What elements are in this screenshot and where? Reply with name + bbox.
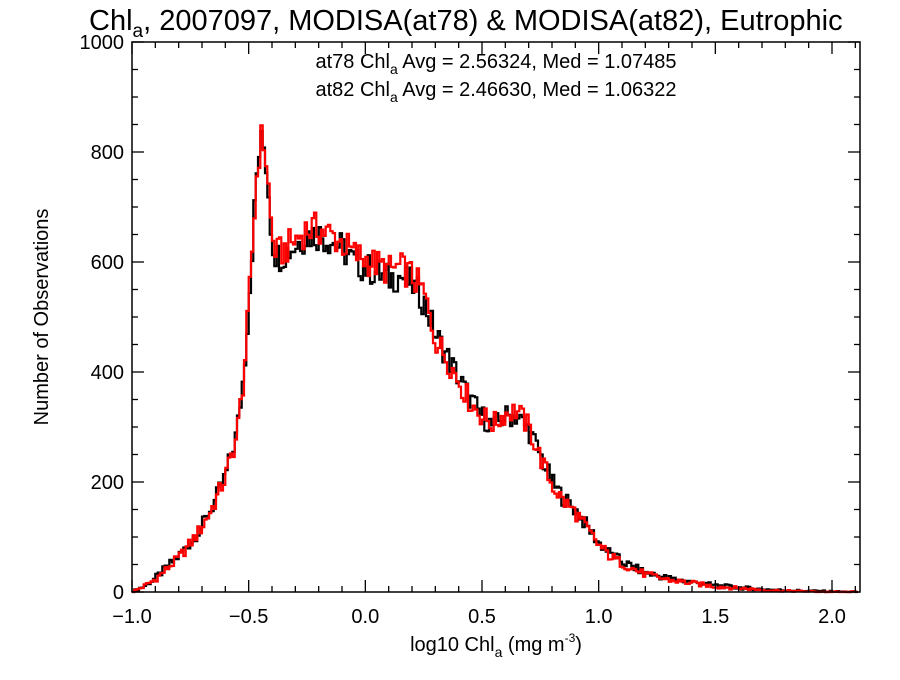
chart-title-sub: a	[133, 21, 144, 42]
x-tick-label: 1.0	[585, 606, 613, 628]
x-axis-label-sup: -3	[565, 631, 576, 645]
x-axis-label-close: )	[575, 634, 582, 656]
x-tick-label: 0.0	[351, 606, 379, 628]
x-axis-label-sub: a	[495, 644, 503, 660]
y-tick-label: 800	[91, 142, 124, 164]
stats-legend-at82-b: Avg = 2.46630, Med = 1.06322	[398, 79, 677, 101]
x-tick-label: 0.5	[468, 606, 496, 628]
x-tick-label: −1.0	[112, 606, 151, 628]
y-tick-label: 1000	[80, 32, 125, 54]
x-axis-label-unit: (mg m	[502, 634, 564, 656]
x-tick-label: −0.5	[229, 606, 268, 628]
stats-legend-at78-sub: a	[390, 61, 398, 77]
series-at82-line	[132, 124, 858, 594]
stats-legend-at78-b: Avg = 2.56324, Med = 1.07485	[398, 51, 677, 73]
x-tick-label: 2.0	[818, 606, 846, 628]
chart-title-prefix: Chl	[89, 5, 133, 37]
chart-title: Chla, 2007097, MODISA(at78) & MODISA(at8…	[89, 5, 843, 42]
y-tick-label: 0	[113, 582, 124, 604]
y-axis-label: Number of Observations	[31, 209, 53, 426]
stats-legend-at82-sub: a	[390, 89, 398, 105]
plot-frame	[131, 41, 861, 593]
y-tick-label: 200	[91, 472, 124, 494]
series-layer	[132, 124, 858, 594]
x-axis-label-prefix: log10 Chl	[410, 634, 495, 656]
stats-legend-at82-a: at82 Chl	[315, 79, 390, 101]
y-tick-label: 600	[91, 252, 124, 274]
x-tick-label: 1.5	[701, 606, 729, 628]
tick-layer: −1.0 −0.5 0.0 0.5 1.0 1.5 2.0 0 200 400 600 800 1000	[80, 32, 860, 628]
series-at78-line	[132, 129, 858, 594]
chart-title-rest: , 2007097, MODISA(at78) & MODISA(at82), …	[143, 5, 843, 37]
x-axis-label: log10 Chla (mg m-3)	[410, 631, 582, 660]
stats-legend-at78: at78 Chla Avg = 2.56324, Med = 1.07485	[315, 51, 676, 77]
stats-legend-at82: at82 Chla Avg = 2.46630, Med = 1.06322	[315, 79, 676, 105]
y-tick-label: 400	[91, 362, 124, 384]
stats-legend-at78-a: at78 Chl	[315, 51, 390, 73]
